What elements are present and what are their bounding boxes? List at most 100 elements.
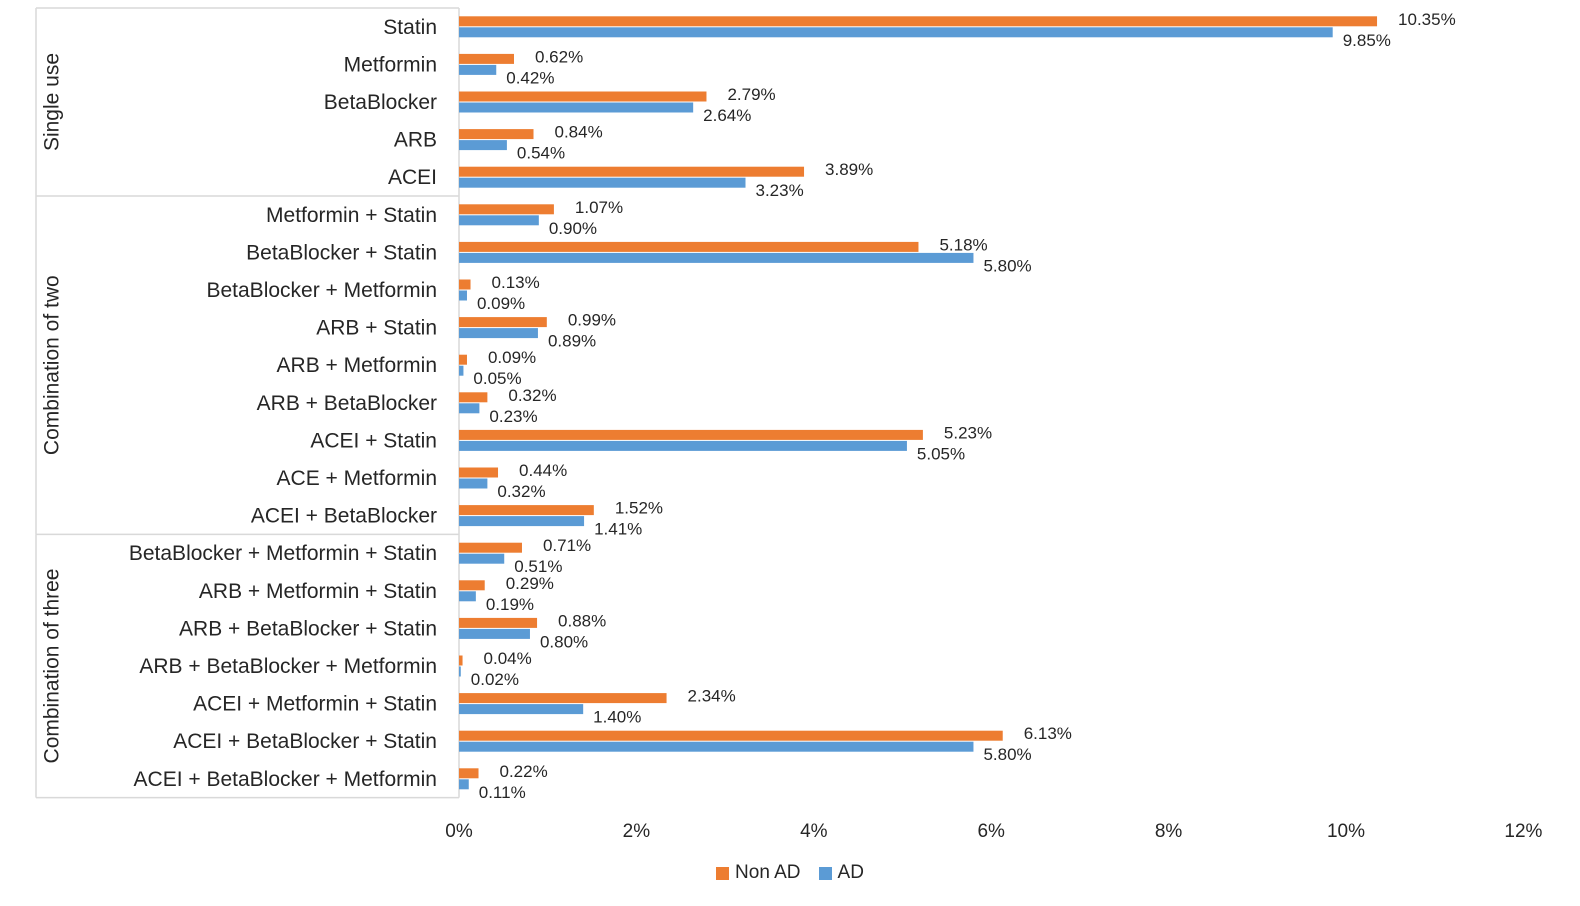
bar-non-ad [459,730,1003,741]
category-label: ACEI + BetaBlocker + Statin [173,730,437,753]
legend-label-non-ad: Non AD [735,862,801,883]
bar-non-ad [459,129,534,140]
bar-ad [459,140,507,151]
bar-ad [459,779,469,790]
data-label-non-ad: 2.79% [727,85,775,104]
x-tick-label: 6% [977,821,1005,842]
data-label-non-ad: 6.13% [1024,724,1072,743]
data-label-ad: 0.23% [489,407,537,426]
bar-ad [459,704,584,715]
bar-non-ad [459,693,667,704]
group-label: Single use [41,53,64,151]
bar-non-ad [459,768,479,779]
data-label-ad: 3.23% [756,181,804,200]
bar-ad [459,64,497,75]
data-label-non-ad: 3.89% [825,160,873,179]
data-label-ad: 0.80% [540,632,588,651]
x-tick-label: 2% [623,821,651,842]
category-label: Metformin [344,53,437,76]
data-label-non-ad: 0.04% [484,649,532,668]
x-tick-label: 10% [1327,821,1365,842]
data-label-non-ad: 0.44% [519,461,567,480]
data-label-non-ad: 0.88% [558,611,606,630]
bar-ad [459,328,538,339]
data-label-non-ad: 0.99% [568,311,616,330]
bar-ad [459,478,488,489]
bar-non-ad [459,392,488,403]
category-label: ACEI + BetaBlocker + Metformin [134,768,437,791]
category-label: ACEI + Statin [310,429,437,452]
bar-ad [459,290,467,301]
legend-item-ad: AD [818,862,864,884]
bar-chart: Single use Combination of two Combination … [35,7,1543,842]
category-label: Metformin + Statin [266,204,437,227]
data-label-ad: 5.80% [983,745,1031,764]
bar-non-ad [459,580,485,591]
category-label: ARB + Statin [316,317,437,340]
bar-ad [459,403,480,414]
group-label: Combination of three [41,569,64,764]
legend-item-non-ad: Non AD [716,862,801,884]
bar-non-ad [459,467,499,478]
legend-label-ad: AD [837,862,864,883]
legend-swatch-ad [818,866,832,880]
bar-ad [459,591,476,602]
category-label: ARB + BetaBlocker + Metformin [139,655,437,678]
data-label-non-ad: 1.52% [615,499,663,518]
bar-ad [459,102,694,113]
data-label-non-ad: 1.07% [575,198,623,217]
data-label-non-ad: 2.34% [688,687,736,706]
data-label-ad: 9.85% [1343,31,1391,50]
bar-non-ad [459,241,919,252]
x-tick-label: 12% [1504,821,1542,842]
x-tick-label: 4% [800,821,828,842]
data-label-ad: 0.42% [506,68,554,87]
bar-ad [459,666,461,677]
data-label-non-ad: 0.29% [506,574,554,593]
bar-non-ad [459,429,923,440]
bar-ad [459,516,585,527]
category-label: BetaBlocker + Metformin [206,279,437,302]
category-label: ARB + BetaBlocker [257,392,437,415]
category-label: ARB [394,129,437,152]
data-label-ad: 0.90% [549,219,597,238]
bar-ad [459,177,746,188]
bar-ad [459,252,974,263]
data-label-non-ad: 0.13% [492,273,540,292]
data-label-ad: 0.05% [473,369,521,388]
data-label-non-ad: 0.09% [488,348,536,367]
data-label-ad: 1.41% [594,520,642,539]
x-tick-label: 0% [445,821,473,842]
legend-swatch-non-ad [716,866,730,880]
bar-ad [459,628,530,639]
bar-non-ad [459,542,522,553]
data-label-non-ad: 0.71% [543,536,591,555]
category-label: ACEI [388,166,437,189]
category-label: BetaBlocker + Metformin + Statin [129,542,437,565]
data-label-non-ad: 0.62% [535,47,583,66]
bar-non-ad [459,91,707,102]
bar-non-ad [459,655,463,666]
data-label-ad: 0.51% [514,557,562,576]
bar-non-ad [459,505,594,516]
category-label: ACEI + BetaBlocker [251,505,437,528]
category-label: BetaBlocker [324,91,437,114]
data-label-ad: 0.19% [486,595,534,614]
data-label-non-ad: 0.22% [500,762,548,781]
category-label: ARB + BetaBlocker + Statin [179,617,437,640]
data-label-ad: 0.32% [497,482,545,501]
bar-ad [459,27,1333,38]
x-tick-label: 8% [1155,821,1183,842]
data-label-ad: 0.89% [548,332,596,351]
data-label-non-ad: 0.32% [508,386,556,405]
data-label-ad: 0.54% [517,144,565,163]
category-label: ACEI + Metformin + Statin [193,693,437,716]
group-label: Combination of two [41,275,64,455]
bar-ad [459,741,974,752]
data-label-ad: 0.09% [477,294,525,313]
bar-non-ad [459,16,1378,27]
data-label-non-ad: 5.18% [939,235,987,254]
bar-non-ad [459,617,538,628]
bar-non-ad [459,354,467,365]
data-label-ad: 5.05% [917,444,965,463]
